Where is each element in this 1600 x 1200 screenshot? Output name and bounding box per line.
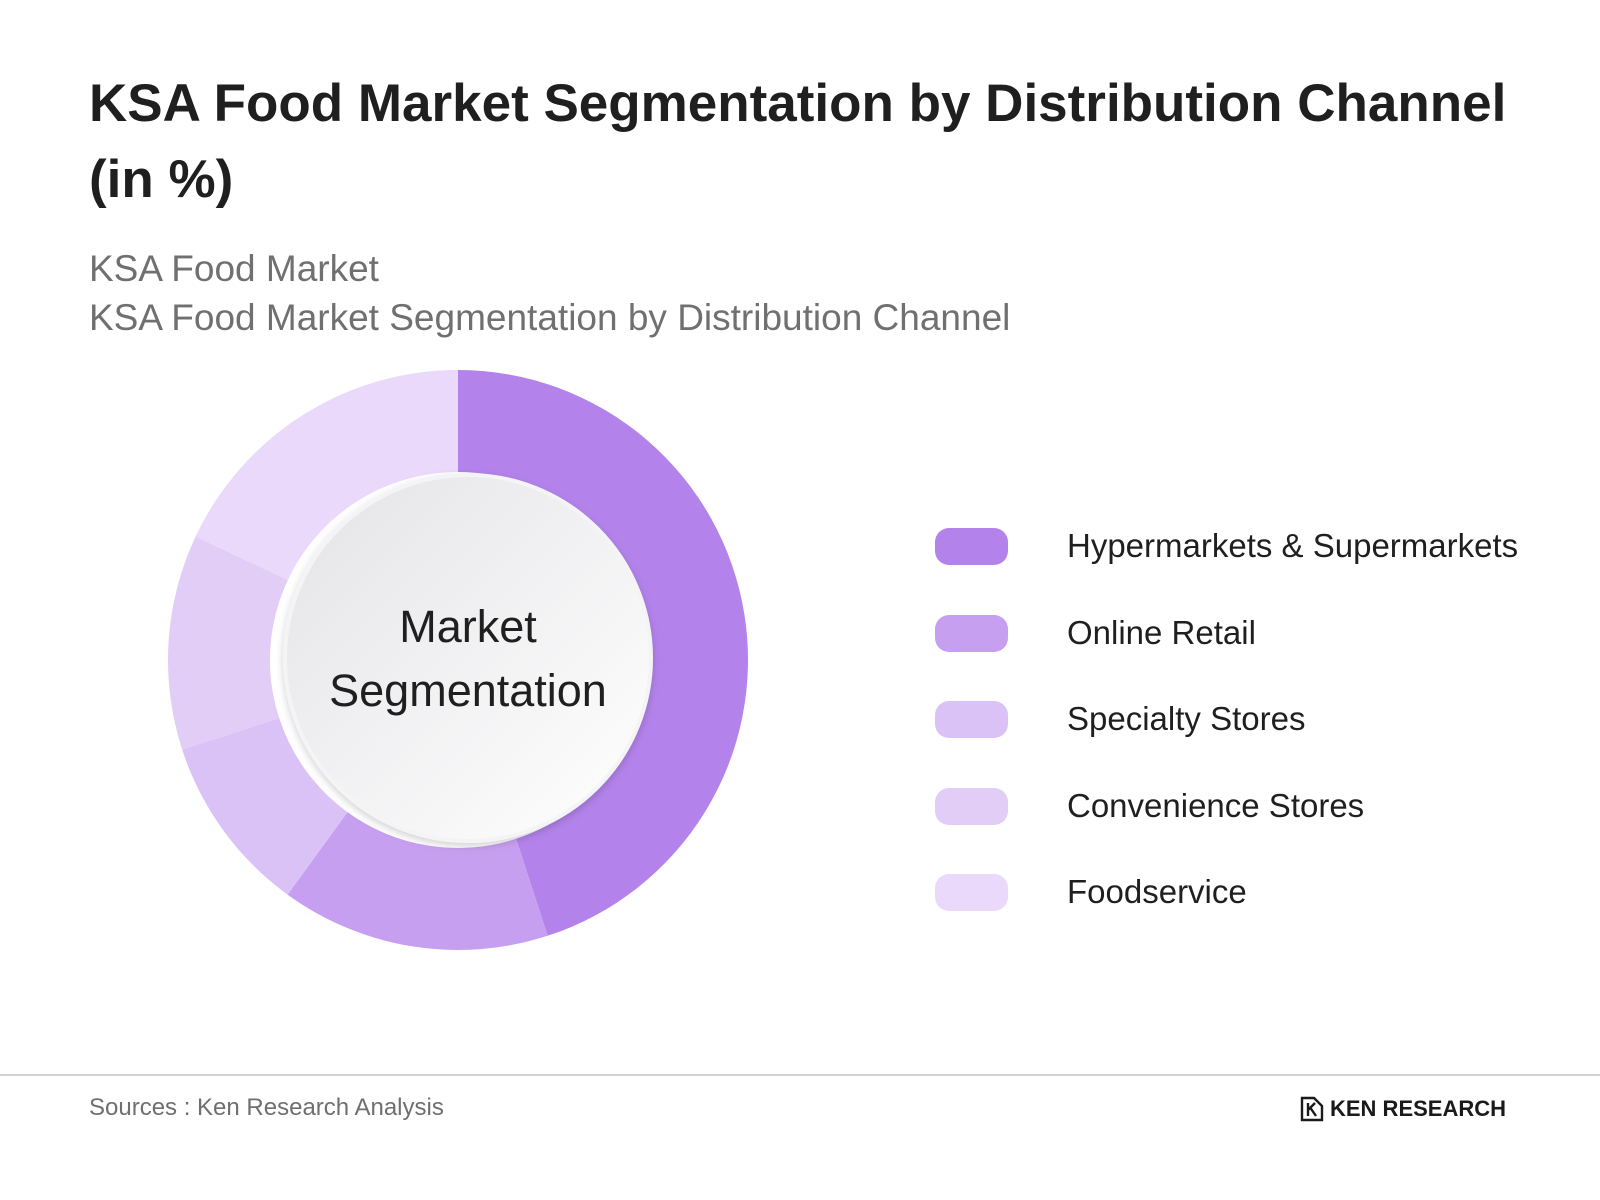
brand-name: KEN RESEARCH [1330, 1096, 1507, 1121]
donut-chart: Market Segmentation [168, 370, 749, 950]
center-label-line-2: Segmentation [329, 665, 607, 716]
legend-swatch [935, 614, 1008, 652]
legend-item-online-retail: Online Retail [935, 607, 1575, 694]
legend-swatch [935, 874, 1008, 911]
legend-label: Online Retail [1067, 613, 1256, 651]
legend-label: Foodservice [1067, 873, 1247, 910]
subtitle-line-segmentation: KSA Food Market Segmentation by Distribu… [89, 297, 1011, 338]
legend-item-foodservice: Foodservice [935, 866, 1575, 953]
legend-item-convenience-stores: Convenience Stores [935, 780, 1575, 867]
legend-label: Specialty Stores [1067, 700, 1306, 737]
legend-item-specialty-stores: Specialty Stores [935, 693, 1575, 780]
chart-legend: Hypermarkets & Supermarkets Online Retai… [935, 520, 1575, 953]
donut-center-disc [283, 473, 653, 843]
donut-slice-convenience-stores [168, 536, 288, 750]
donut-slice-specialty-stores [182, 718, 348, 895]
donut-slice-hypermarkets [458, 370, 749, 936]
ken-research-k-icon [1300, 1096, 1324, 1122]
legend-swatch [935, 787, 1008, 825]
legend-item-hypermarkets: Hypermarkets & Supermarkets [935, 520, 1575, 607]
source-note: Sources : Ken Research Analysis [89, 1094, 444, 1121]
chart-title: KSA Food Market Segmentation by Distribu… [89, 74, 1507, 209]
chart-subtitle: KSA Food Market KSA Food Market Segmenta… [89, 244, 1010, 342]
donut-slices [168, 370, 749, 950]
legend-label: Hypermarkets & Supermarkets [1067, 527, 1519, 564]
subtitle-line-market: KSA Food Market [89, 248, 379, 289]
donut-slice-online-retail [287, 812, 548, 950]
legend-swatch [935, 528, 1008, 565]
footer-divider [0, 1074, 1600, 1076]
legend-label: Convenience Stores [1067, 786, 1365, 824]
center-label-line-1: Market [399, 601, 537, 652]
ken-research-logo: KEN RESEARCH [1300, 1094, 1515, 1124]
legend-swatch [935, 701, 1008, 738]
donut-slice-foodservice [195, 370, 458, 580]
